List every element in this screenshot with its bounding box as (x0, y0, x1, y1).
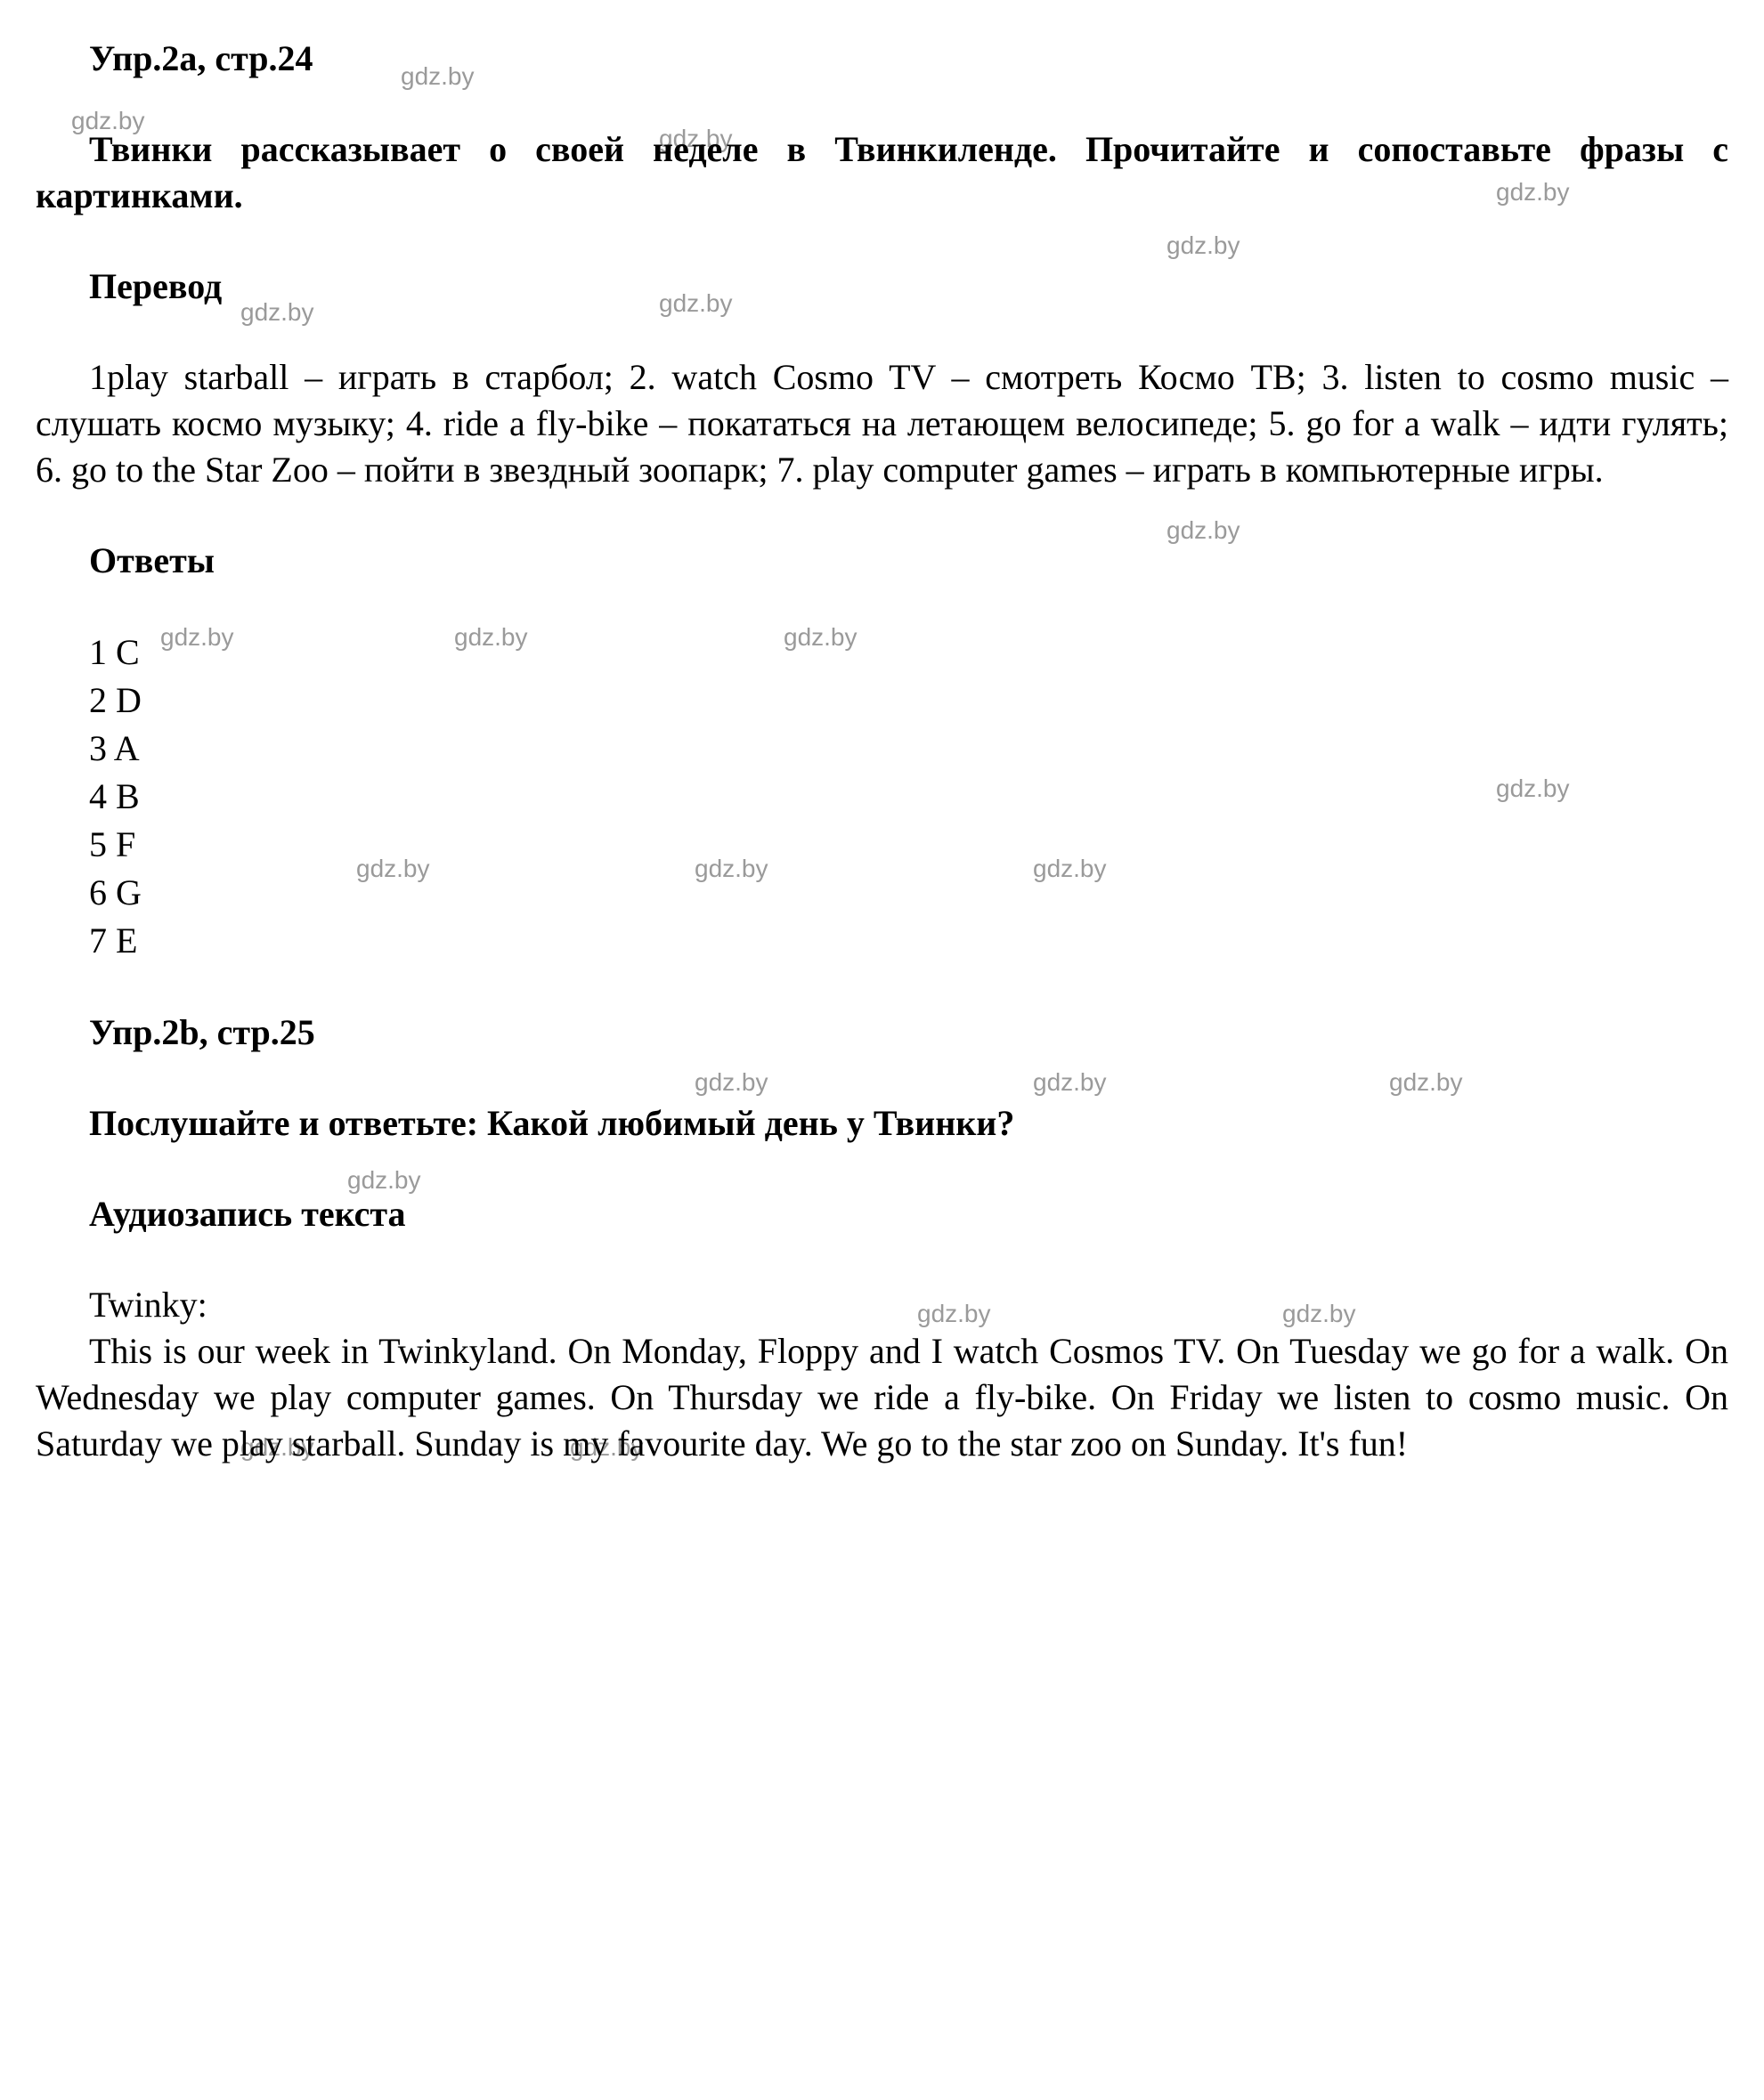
answer-item: 5 F (89, 821, 1728, 869)
instruction-1: Твинки рассказывает о своей неделе в Тви… (36, 126, 1728, 219)
answer-item: 3 A (89, 725, 1728, 773)
exercise-heading-2: Упр.2b, стр.25 (89, 1009, 1728, 1056)
answer-item: 1 C (89, 628, 1728, 677)
answers-label: Ответы (89, 538, 1728, 584)
speaker-name: Twinky: (89, 1282, 1728, 1328)
translation-text: 1play starball – играть в старбол; 2. wa… (36, 354, 1728, 493)
answer-item: 2 D (89, 677, 1728, 725)
audio-text: This is our week in Twinkyland. On Monda… (36, 1328, 1728, 1467)
answer-item: 6 G (89, 869, 1728, 917)
answer-item: 4 B (89, 773, 1728, 821)
audio-label: Аудиозапись текста (89, 1191, 1728, 1237)
answer-item: 7 E (89, 917, 1728, 965)
translation-label: Перевод (89, 264, 1728, 310)
answers-list: 1 C2 D3 A4 B5 F6 G7 E (89, 628, 1728, 965)
instruction-2: Послушайте и ответьте: Какой любимый ден… (36, 1100, 1728, 1147)
exercise-heading-1: Упр.2a, стр.24 (89, 36, 1728, 82)
